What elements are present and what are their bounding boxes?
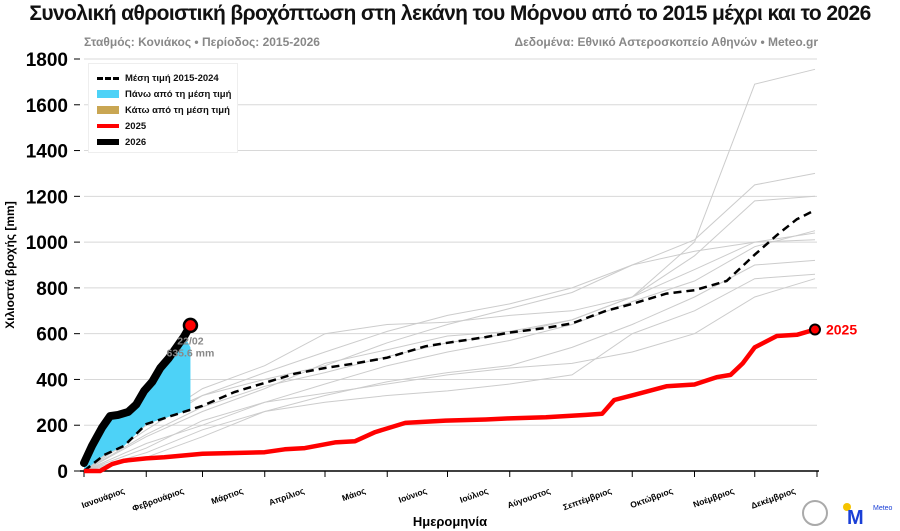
legend-item-above: Πάνω από τη μέση τιμή xyxy=(97,86,237,102)
legend-item-2026: 2026 xyxy=(97,134,237,150)
x-tick-label: Απρίλιος xyxy=(267,485,306,507)
observatory-seal-logo xyxy=(802,500,828,526)
history-line xyxy=(83,230,816,472)
y-tick-label: 1000 xyxy=(26,233,68,254)
x-tick-label: Αύγουστος xyxy=(506,485,552,510)
y-tick-label: 1400 xyxy=(26,142,68,163)
annotation-date: 22/02 xyxy=(177,335,203,347)
chart-title: Συνολική αθροιστική βροχόπτωση στη λεκάν… xyxy=(29,2,871,25)
swatch xyxy=(97,139,119,145)
label-2025: 2025 xyxy=(826,322,857,338)
legend-label: Κάτω από τη μέση τιμή xyxy=(125,104,230,116)
x-tick-label: Σεπτέμβριος xyxy=(562,485,614,512)
y-tick-label: 200 xyxy=(36,416,68,437)
swatch xyxy=(97,90,119,98)
legend-label: 2026 xyxy=(125,136,147,148)
end-marker-2025 xyxy=(808,323,821,336)
history-line xyxy=(83,259,816,472)
y-axis-label: Χιλιοστά βροχής [mm] xyxy=(3,201,17,328)
y-tick-label: 1200 xyxy=(26,187,68,208)
dashed-line-swatch xyxy=(97,76,119,80)
legend-item-2025: 2025 xyxy=(97,118,237,134)
y-tick-label: 1800 xyxy=(26,50,68,71)
history-line xyxy=(83,278,816,472)
swatch xyxy=(97,106,119,114)
y-tick-label: 400 xyxy=(36,370,68,391)
x-tick-label: Μάρτιος xyxy=(210,485,245,506)
x-tick-label: Δεκέμβριος xyxy=(750,485,798,510)
legend: Μέση τιμή 2015-2024 Πάνω από τη μέση τιμ… xyxy=(88,63,238,153)
x-tick-label: Φεβρουάριος xyxy=(131,485,186,513)
y-tick-label: 1600 xyxy=(26,96,68,117)
legend-label: 2025 xyxy=(125,120,147,132)
y-tick-label: 800 xyxy=(36,279,68,300)
legend-label: Μέση τιμή 2015-2024 xyxy=(125,72,219,84)
y-tick-label: 0 xyxy=(57,462,68,483)
x-tick-label: Ιανουάριος xyxy=(80,485,126,510)
x-tick-label: Οκτώβριος xyxy=(629,485,675,510)
y-tick-label: 600 xyxy=(36,325,68,346)
history-line xyxy=(83,239,816,472)
end-marker-2026 xyxy=(182,317,199,334)
line-2026 xyxy=(80,321,195,467)
x-tick-label: Νοέμβριος xyxy=(692,485,736,509)
history-line xyxy=(83,68,816,472)
legend-item-mean: Μέση τιμή 2015-2024 xyxy=(97,70,237,86)
history-line xyxy=(83,273,816,472)
mean-line xyxy=(83,208,816,472)
line-2025 xyxy=(84,327,816,474)
x-axis-label: Ημερομηνία xyxy=(413,514,487,529)
subtitle-station: Σταθμός: Κονιάκος • Περίοδος: 2015-2026 xyxy=(84,35,320,49)
legend-item-below: Κάτω από τη μέση τιμή xyxy=(97,102,237,118)
subtitle-source: Δεδομένα: Εθνικό Αστεροσκοπείο Αθηνών • … xyxy=(514,35,818,49)
history-line xyxy=(83,195,816,472)
legend-label: Πάνω από τη μέση τιμή xyxy=(125,88,232,100)
x-tick-label: Μάιος xyxy=(341,485,368,503)
x-tick-label: Ιούνιος xyxy=(397,485,428,505)
x-tick-label: Ιούλιος xyxy=(458,485,489,505)
logo-text: Meteo xyxy=(873,505,893,512)
swatch xyxy=(97,124,119,128)
annotation-value: 635.6 mm xyxy=(166,347,214,359)
